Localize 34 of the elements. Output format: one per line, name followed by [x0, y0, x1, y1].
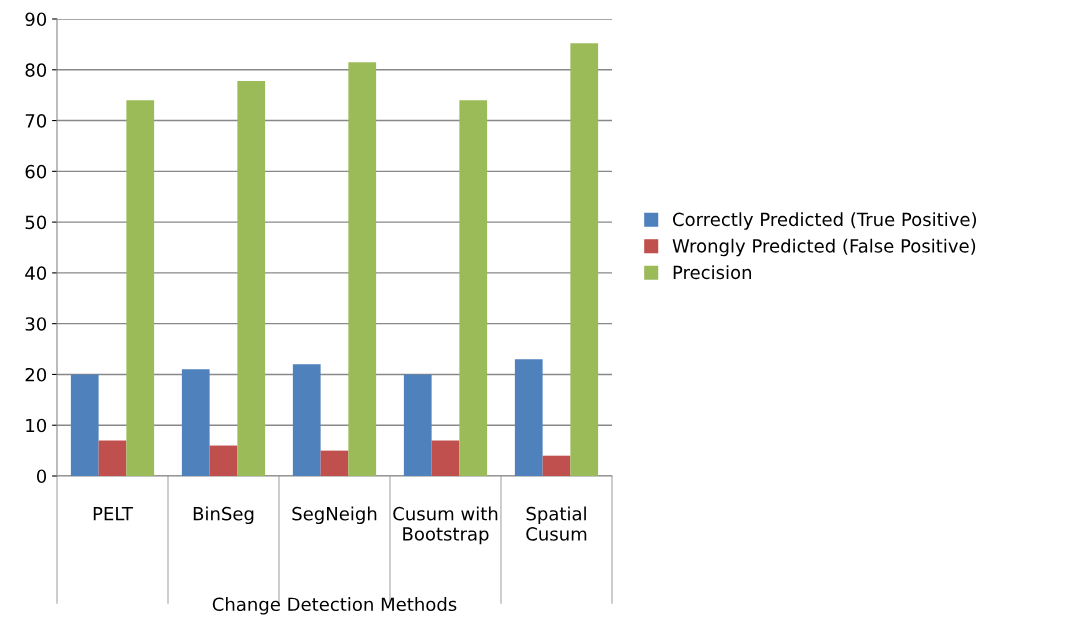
bar: [570, 43, 599, 476]
bar: [542, 455, 571, 476]
x-tick-label: PELT: [93, 507, 133, 521]
x-tick-label: Cusum with Bootstrap: [393, 506, 498, 545]
bar: [431, 440, 460, 476]
y-tick-label: 20: [25, 367, 47, 382]
x-tick-label: SegNeigh: [292, 506, 377, 525]
y-tick-label: 60: [25, 164, 47, 179]
bar: [514, 359, 543, 476]
bar: [237, 80, 266, 476]
y-tick-label: 10: [26, 418, 47, 433]
y-tick-label: 30: [25, 317, 47, 331]
y-tick-label: 70: [25, 114, 47, 128]
bar: [459, 100, 488, 476]
bar: [181, 369, 210, 476]
y-tick-label: 90: [25, 12, 47, 27]
legend-label: Correctly Predicted (True Positive): [673, 212, 977, 230]
bar: [70, 374, 99, 476]
bar: [348, 62, 377, 476]
bar: [98, 440, 127, 476]
x-tick-label: BinSeg: [193, 506, 254, 525]
y-tick-label: 0: [36, 469, 47, 484]
bar: [320, 450, 349, 476]
x-tick-label: Spatial Cusum: [526, 506, 587, 541]
x-axis-title: Change Detection Methods: [212, 597, 457, 615]
legend-label: Wrongly Predicted (False Positive): [672, 238, 976, 257]
bar: [292, 364, 321, 476]
y-tick-label: 80: [25, 63, 47, 77]
legend-label: Precision: [673, 265, 751, 280]
y-tick-label: 50: [25, 215, 47, 230]
bar: [126, 100, 155, 476]
bar: [209, 445, 238, 476]
y-tick-label: 40: [25, 266, 47, 281]
bar: [403, 374, 432, 476]
